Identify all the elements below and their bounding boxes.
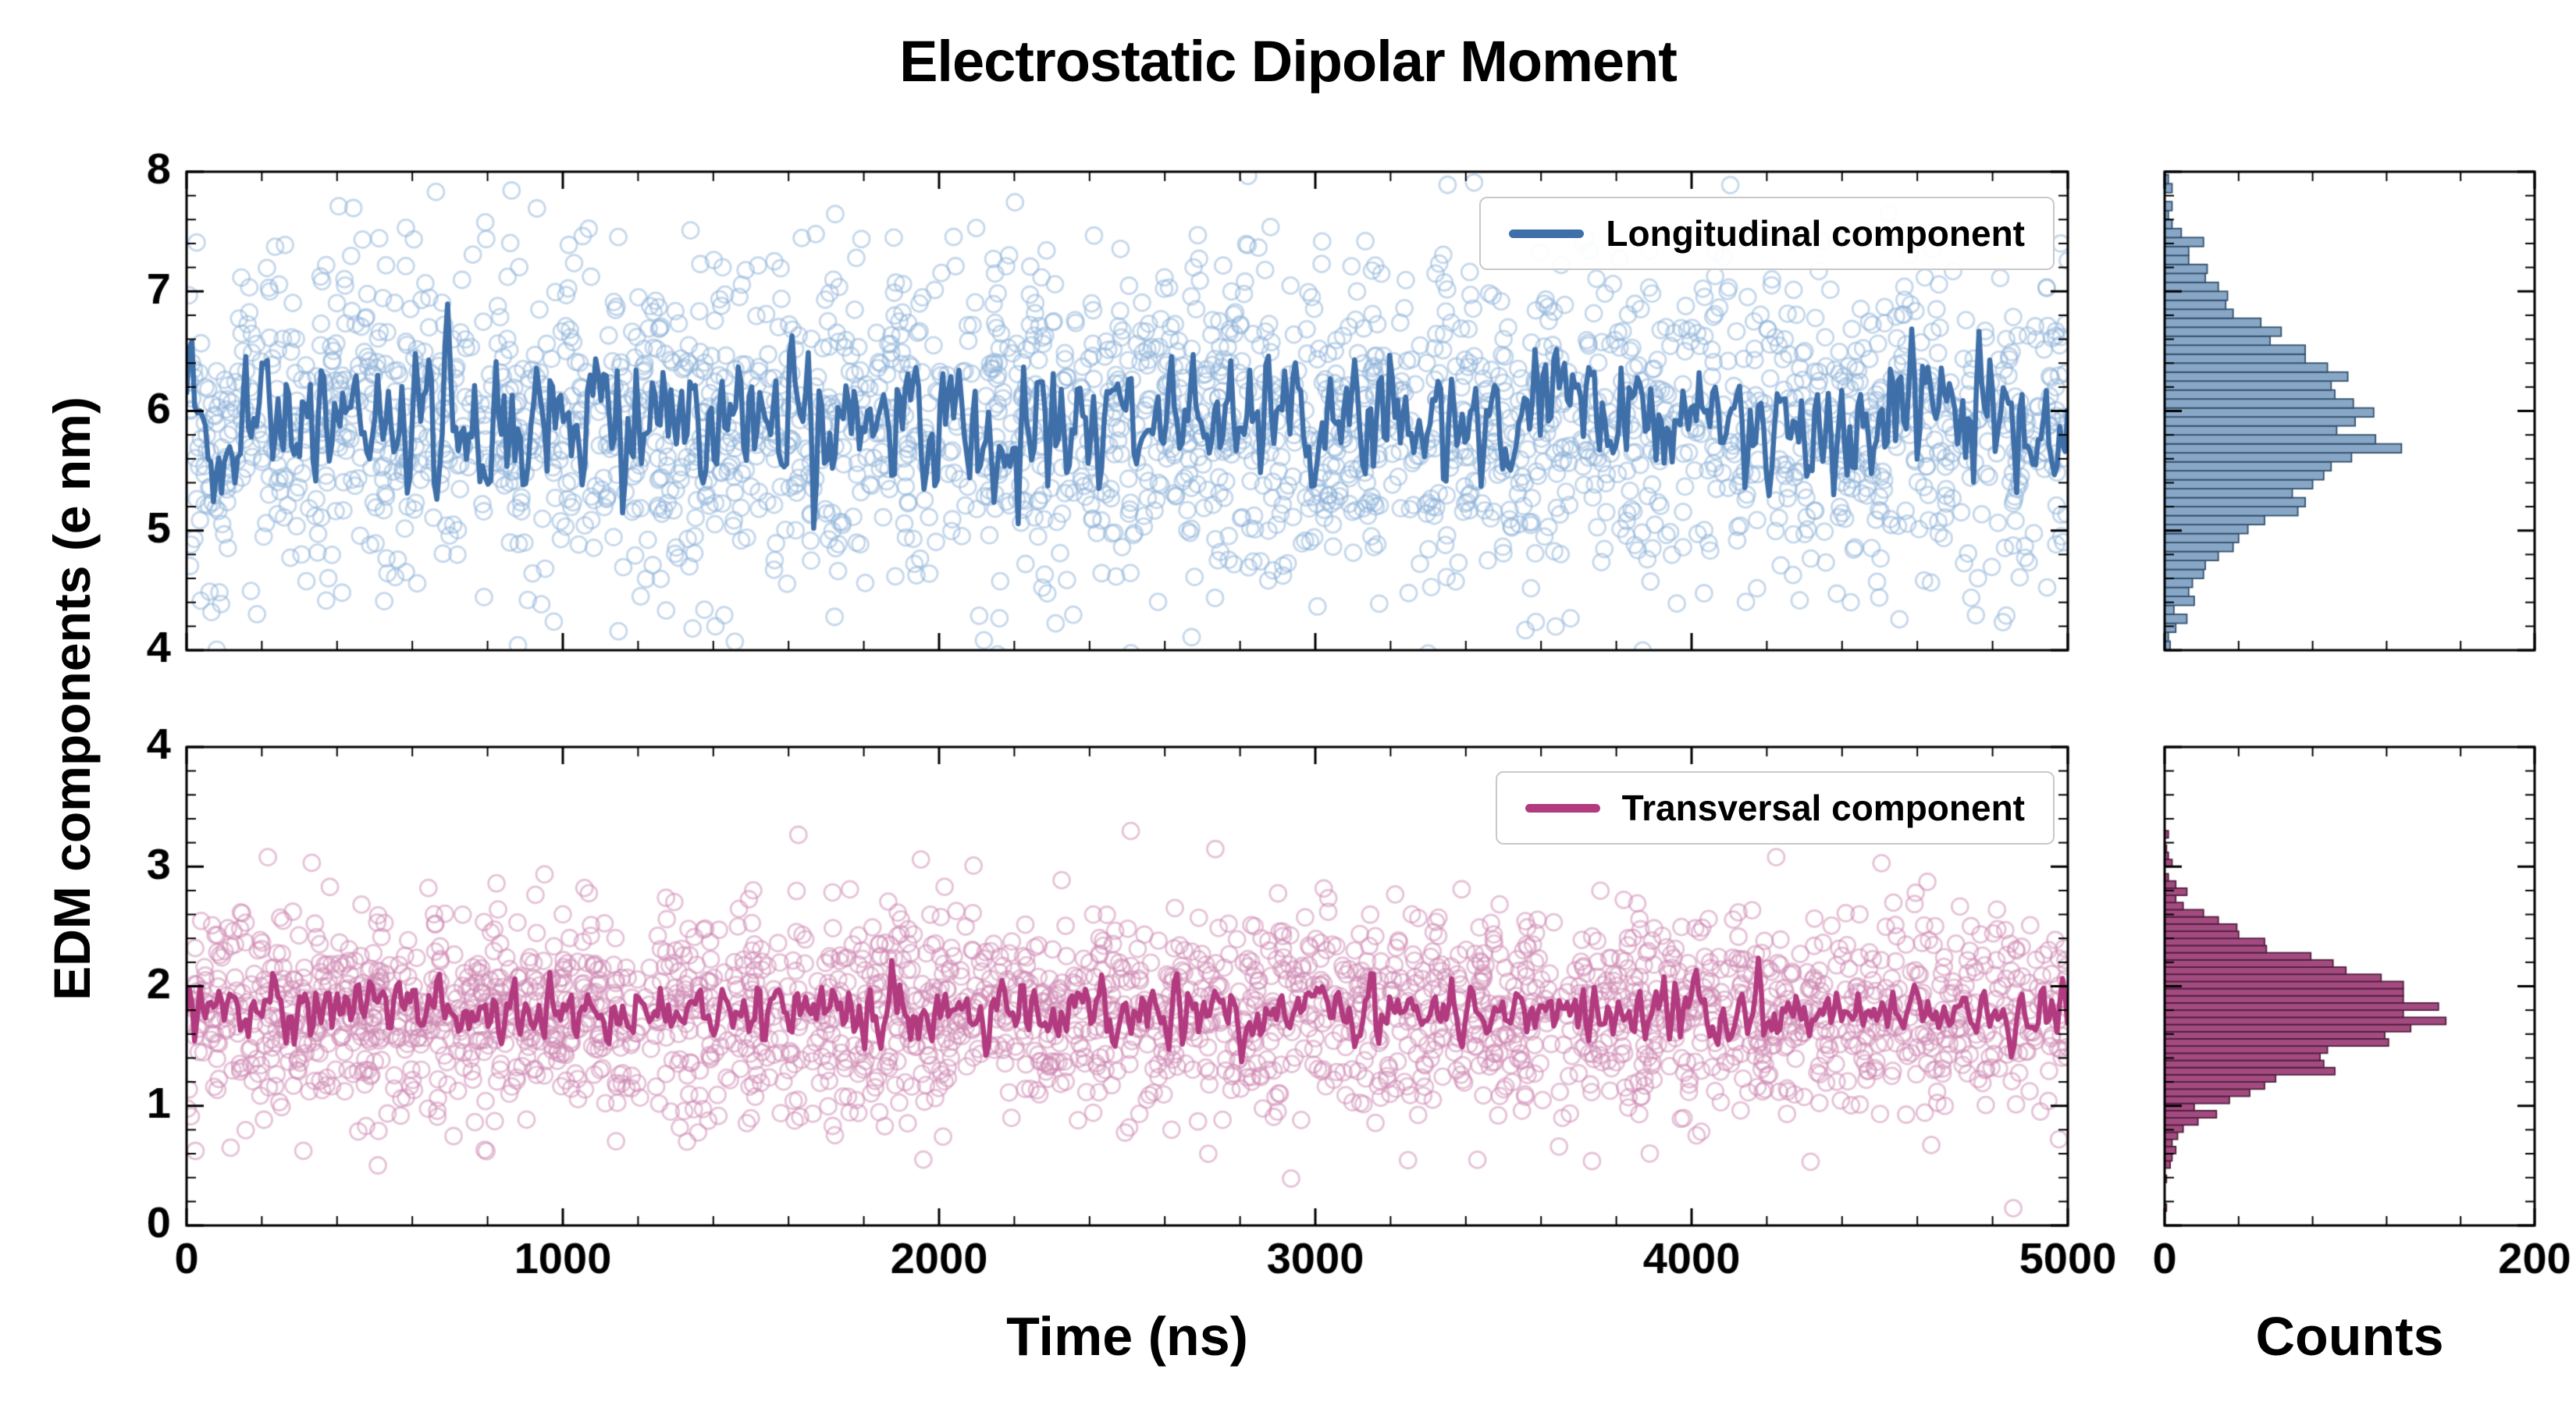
chart-title: Electrostatic Dipolar Moment xyxy=(899,29,1678,94)
x-axis-label-time: Time (ns) xyxy=(1006,1306,1248,1367)
legend-transversal-label: Transversal component xyxy=(1621,788,2025,828)
legend-transversal: Transversal component xyxy=(1495,771,2055,845)
legend-longitudinal-swatch xyxy=(1509,229,1585,238)
legend-longitudinal: Longitudinal component xyxy=(1479,197,2055,270)
x-axis-label-counts: Counts xyxy=(2255,1306,2444,1367)
y-axis-label: EDM components (e nm) xyxy=(43,397,101,1001)
legend-longitudinal-label: Longitudinal component xyxy=(1606,213,2025,254)
legend-transversal-swatch xyxy=(1525,803,1600,813)
